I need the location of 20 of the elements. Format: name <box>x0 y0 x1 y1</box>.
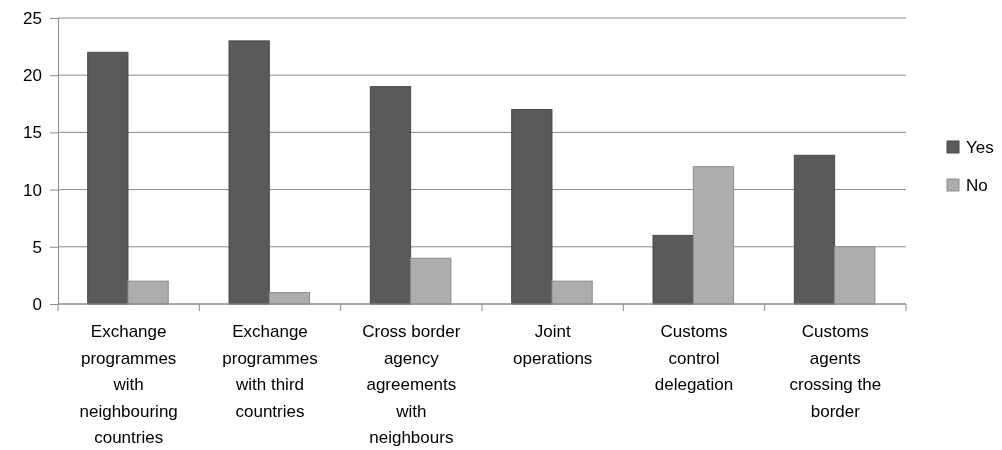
bar <box>511 109 553 305</box>
legend-label: Yes <box>966 137 994 157</box>
y-tick-label: 20 <box>23 66 42 86</box>
y-tick-label: 10 <box>23 180 42 200</box>
bar <box>87 51 129 305</box>
y-tick-label: 15 <box>23 123 42 143</box>
bar <box>228 40 270 305</box>
x-tick-label: Joint operations <box>512 322 593 368</box>
x-tick-label: Cross border agency agreements with neighbours <box>362 322 461 448</box>
bar <box>369 86 412 305</box>
x-tick-label: Customs agents crossing the border <box>789 322 882 421</box>
x-tick-label: Exchange programmes with third countries <box>222 322 318 421</box>
x-tick-label: Exchange programmes with neighbouring countries <box>79 322 178 448</box>
bar <box>793 154 836 305</box>
bar <box>652 234 694 305</box>
y-tick-label: 0 <box>32 294 42 314</box>
legend-label: No <box>966 175 988 195</box>
y-tick-label: 25 <box>23 8 42 28</box>
x-tick-label: Customs control delegation <box>654 322 734 395</box>
y-tick-label: 5 <box>32 237 42 257</box>
